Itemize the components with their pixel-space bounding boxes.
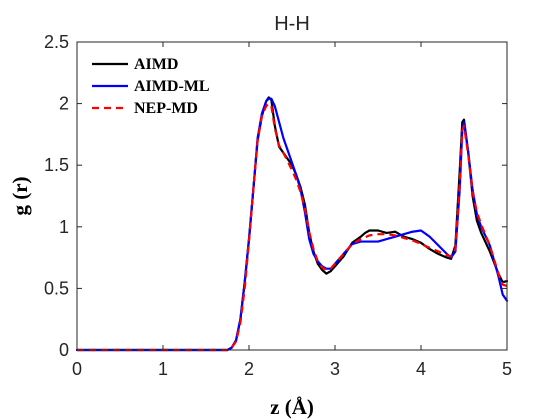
x-tick-label: 0 bbox=[72, 359, 82, 379]
x-tick-label: 1 bbox=[158, 359, 168, 379]
plot-frame bbox=[76, 41, 508, 351]
y-tick-label: 1.5 bbox=[44, 155, 69, 175]
x-axis-label: z (Å) bbox=[270, 395, 314, 419]
legend-label: AIMD-ML bbox=[134, 78, 210, 95]
x-tick-label: 3 bbox=[330, 359, 340, 379]
x-tick-label: 5 bbox=[502, 359, 512, 379]
x-tick-label: 4 bbox=[416, 359, 426, 379]
y-tick-label: 2 bbox=[59, 94, 69, 114]
legend: AIMD AIMD-ML NEP-MD bbox=[92, 56, 210, 117]
plot-area bbox=[77, 42, 507, 350]
legend-label: NEP-MD bbox=[134, 100, 198, 117]
y-tick-label: 2.5 bbox=[44, 32, 69, 52]
series-line-nep-md bbox=[77, 102, 508, 352]
y-tick-label: 1 bbox=[59, 217, 69, 237]
x-tick-label: 2 bbox=[244, 359, 254, 379]
tick-layer: 0 1 2 3 4 5 0 0.5 1 1.5 2 2.5 bbox=[44, 32, 512, 379]
y-tick-label: 0.5 bbox=[44, 278, 69, 298]
y-axis-label: g (r) bbox=[8, 176, 32, 215]
chart-title: H-H bbox=[274, 13, 310, 35]
y-tick-label: 0 bbox=[59, 340, 69, 360]
series-layer bbox=[75, 96, 509, 352]
legend-label: AIMD bbox=[134, 56, 178, 73]
